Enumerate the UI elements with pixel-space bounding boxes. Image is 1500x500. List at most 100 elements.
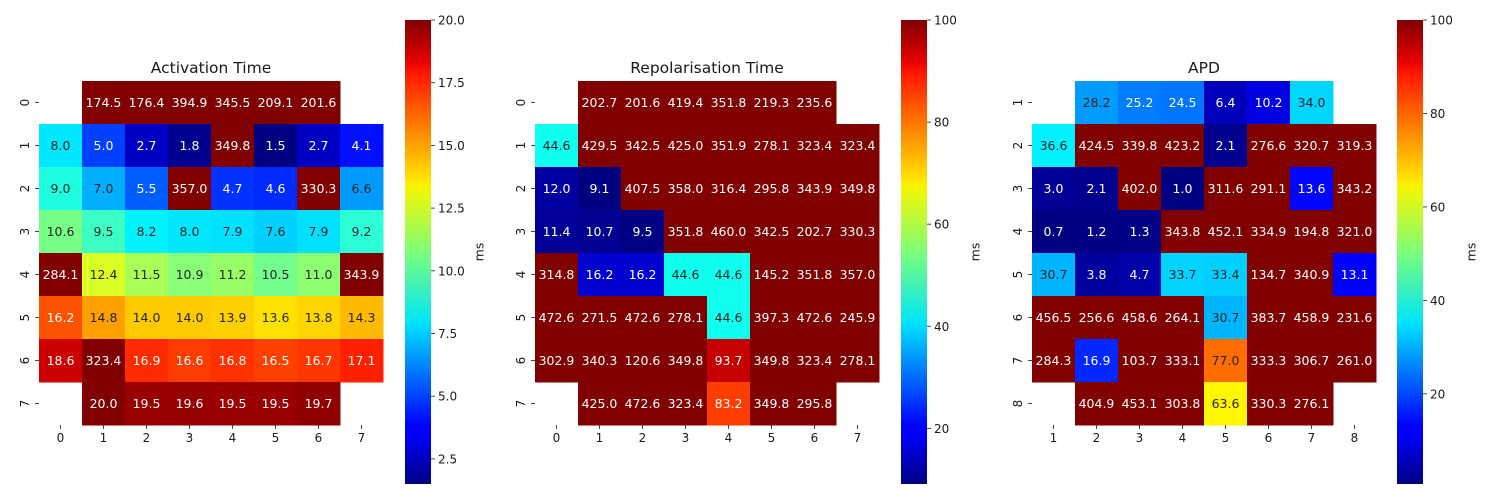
- cell-value-label: 11.5: [133, 267, 161, 282]
- cell-value-label: 320.7: [1294, 138, 1330, 153]
- cell-value-label: 358.0: [668, 181, 704, 196]
- heatmap-cell: [664, 296, 708, 340]
- cell-value-label: 202.7: [797, 224, 833, 239]
- y-tick-label: 0: [18, 99, 32, 107]
- cell-value-label: 7.9: [309, 224, 329, 239]
- y-tick-label: 1: [1011, 99, 1025, 107]
- cell-value-label: 10.2: [1255, 95, 1283, 110]
- heatmap-cell: [1290, 253, 1334, 297]
- heatmap-cell: [168, 339, 212, 383]
- cell-value-label: 423.2: [1165, 138, 1201, 153]
- x-tick-label: 6: [315, 431, 323, 445]
- y-tick-label: 6: [1011, 314, 1025, 322]
- cell-value-label: 351.8: [797, 267, 833, 282]
- cell-value-label: 2.7: [309, 138, 329, 153]
- heatmap-cell: [254, 253, 298, 297]
- heatmap-cell: [1075, 382, 1119, 426]
- cell-value-label: 349.8: [754, 396, 790, 411]
- heatmap-cell: [254, 339, 298, 383]
- heatmap-cell: [1247, 81, 1291, 125]
- colorbar-tick-label: 80: [934, 116, 949, 130]
- colorbar-tick-label: 60: [934, 218, 949, 232]
- cell-value-label: 351.9: [711, 138, 747, 153]
- heatmap-cell: [836, 210, 880, 254]
- cell-value-label: 231.6: [1337, 310, 1373, 325]
- heatmap-cell: [168, 296, 212, 340]
- cell-value-label: 330.3: [1251, 396, 1287, 411]
- cell-value-label: 13.8: [305, 310, 333, 325]
- x-tick-label: 1: [1050, 431, 1058, 445]
- heatmap-cell: [297, 124, 341, 168]
- cell-value-label: 219.3: [754, 95, 790, 110]
- heatmap-cell: [82, 253, 126, 297]
- x-tick-label: 3: [1136, 431, 1144, 445]
- heatmap-cell: [297, 296, 341, 340]
- heatmap-cell: [1161, 253, 1205, 297]
- cell-value-label: 13.6: [1298, 181, 1326, 196]
- heatmap-cell: [707, 382, 751, 426]
- y-tick-label: 5: [18, 314, 32, 322]
- cell-value-label: 19.5: [219, 396, 247, 411]
- heatmap-cell: [750, 81, 794, 125]
- heatmap-cell: [836, 253, 880, 297]
- heatmap-cell: [535, 167, 579, 211]
- cell-value-label: 44.6: [543, 138, 571, 153]
- colorbar-tick-label: 20: [1430, 387, 1445, 401]
- cell-value-label: 351.8: [668, 224, 704, 239]
- y-tick-label: 6: [514, 357, 528, 365]
- cell-value-label: 458.6: [1122, 310, 1158, 325]
- y-tick-label: 1: [514, 142, 528, 150]
- heatmap-cell: [1032, 253, 1076, 297]
- colorbar-tick-label: 15.0: [438, 139, 465, 153]
- cell-value-label: 323.4: [797, 138, 833, 153]
- cell-value-label: 402.0: [1122, 181, 1158, 196]
- cell-value-label: 1.5: [266, 138, 286, 153]
- cell-value-label: 419.4: [668, 95, 704, 110]
- heatmap-cell: [297, 81, 341, 125]
- y-tick-label: 1: [18, 142, 32, 150]
- cell-value-label: 276.1: [1294, 396, 1330, 411]
- heatmap-cell: [1247, 210, 1291, 254]
- y-tick-label: 0: [514, 99, 528, 107]
- cell-value-label: 276.6: [1251, 138, 1287, 153]
- cell-value-label: 4.1: [352, 138, 372, 153]
- x-tick-label: 0: [553, 431, 561, 445]
- cell-value-label: 93.7: [715, 353, 743, 368]
- colorbar-tick-label: 80: [1430, 107, 1445, 121]
- heatmap-cell: [621, 382, 665, 426]
- cell-value-label: 36.6: [1040, 138, 1068, 153]
- heatmap-cell: [707, 296, 751, 340]
- cell-value-label: 397.3: [754, 310, 790, 325]
- heatmap-cell: [621, 210, 665, 254]
- cell-value-label: 351.8: [711, 95, 747, 110]
- heatmap-cell: [1290, 81, 1334, 125]
- cell-value-label: 343.8: [1165, 224, 1201, 239]
- cell-value-label: 458.9: [1294, 310, 1330, 325]
- cell-value-label: 19.5: [133, 396, 161, 411]
- cell-value-label: 330.3: [840, 224, 876, 239]
- cell-value-label: 349.8: [668, 353, 704, 368]
- heatmap-cell: [750, 124, 794, 168]
- heatmap-cell: [750, 382, 794, 426]
- cell-value-label: 18.6: [47, 353, 75, 368]
- heatmap-cell: [1118, 124, 1162, 168]
- cell-value-label: 6.4: [1216, 95, 1236, 110]
- colorbar-tick-label: 100: [1430, 14, 1453, 28]
- heatmap-cell: [125, 167, 169, 211]
- heatmap-cell: [1333, 339, 1377, 383]
- cell-value-label: 319.3: [1337, 138, 1373, 153]
- cell-value-label: 77.0: [1212, 353, 1240, 368]
- cell-value-label: 394.9: [172, 95, 208, 110]
- x-tick-label: 8: [1351, 431, 1359, 445]
- heatmap-cell: [125, 210, 169, 254]
- cell-value-label: 1.0: [1173, 181, 1193, 196]
- cell-value-label: 342.5: [625, 138, 661, 153]
- cell-value-label: 0.7: [1044, 224, 1064, 239]
- cell-value-label: 2.7: [137, 138, 157, 153]
- heatmap-cell: [340, 167, 384, 211]
- cell-value-label: 34.0: [1298, 95, 1326, 110]
- heatmap-panel-2: Repolarisation Time 202.7 201.6 419.4 351.8 2…: [514, 14, 982, 484]
- heatmap-cell: [340, 296, 384, 340]
- heatmap-cell: [297, 382, 341, 426]
